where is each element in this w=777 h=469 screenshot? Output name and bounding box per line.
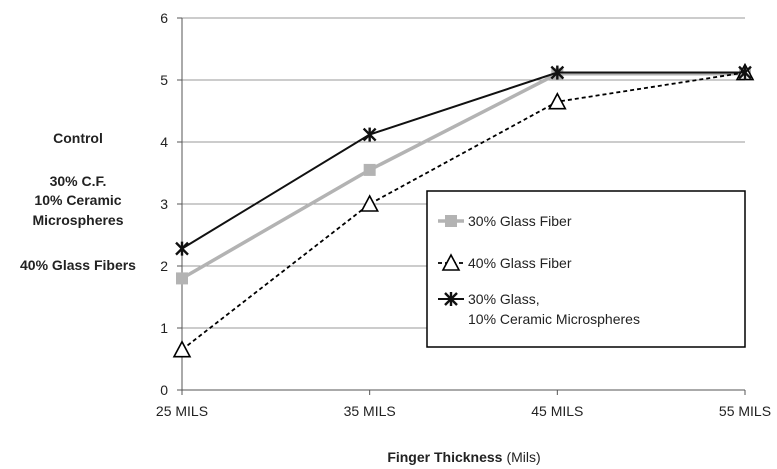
y-tick-label: 1	[160, 320, 168, 336]
y-tick-label: 0	[160, 382, 168, 398]
y-tick-labels: 0 1 2 3 4 5 6	[160, 10, 168, 398]
y-tick-label: 2	[160, 258, 168, 274]
legend-marker-1	[445, 215, 457, 227]
x-tick-label: 55 MILS	[719, 403, 771, 419]
series-3-point	[550, 65, 565, 80]
series-3-line	[181, 71, 745, 250]
legend: 30% Glass Fiber 40% Glass Fiber 30% Glas…	[426, 190, 746, 348]
side-label-cf: 30% C.F.	[50, 173, 107, 189]
series-2-point	[360, 194, 379, 212]
x-axis-title: Finger Thickness (Mils)	[387, 449, 540, 465]
legend-label-1: 30% Glass Fiber	[468, 213, 572, 229]
x-axis-title-unit: (Mils)	[506, 449, 540, 465]
legend-marker-3	[444, 292, 458, 306]
series	[172, 62, 755, 358]
series-1-point	[363, 163, 376, 176]
series-1-line	[181, 72, 745, 280]
y-tick-label: 6	[160, 10, 168, 26]
side-labels: Control 30% C.F. 10% Ceramic Microsphere…	[20, 130, 136, 273]
x-tick-label: 35 MILS	[344, 403, 396, 419]
y-tick-label: 5	[160, 72, 168, 88]
series-1-point	[176, 272, 188, 285]
legend-label-2: 40% Glass Fiber	[468, 255, 572, 271]
side-label-control: Control	[53, 130, 103, 146]
series-2-line	[181, 71, 746, 351]
axes	[181, 18, 745, 391]
side-label-glass-fibers: 40% Glass Fibers	[20, 257, 136, 273]
series-2-point	[172, 340, 192, 358]
x-tick-label: 25 MILS	[156, 403, 208, 419]
legend-marker-2	[441, 253, 461, 271]
side-label-ceramic: 10% Ceramic	[34, 192, 121, 208]
series-3	[175, 65, 752, 256]
series-3-point	[362, 127, 377, 142]
side-label-microspheres: Microspheres	[32, 212, 123, 228]
y-tick-label: 3	[160, 196, 168, 212]
legend-label-3: 30% Glass,	[468, 291, 540, 307]
legend-box	[426, 190, 746, 348]
legend-label-3-line2: 10% Ceramic Microspheres	[468, 311, 640, 327]
x-tick-label: 45 MILS	[531, 403, 583, 419]
y-tick-label: 4	[160, 134, 168, 150]
series-2-point	[547, 91, 567, 110]
x-axis-title-bold: Finger Thickness	[387, 449, 502, 465]
series-3-point	[175, 241, 189, 256]
x-tick-labels: 25 MILS 35 MILS 45 MILS 55 MILS	[156, 403, 771, 419]
series-3-point	[738, 65, 752, 80]
